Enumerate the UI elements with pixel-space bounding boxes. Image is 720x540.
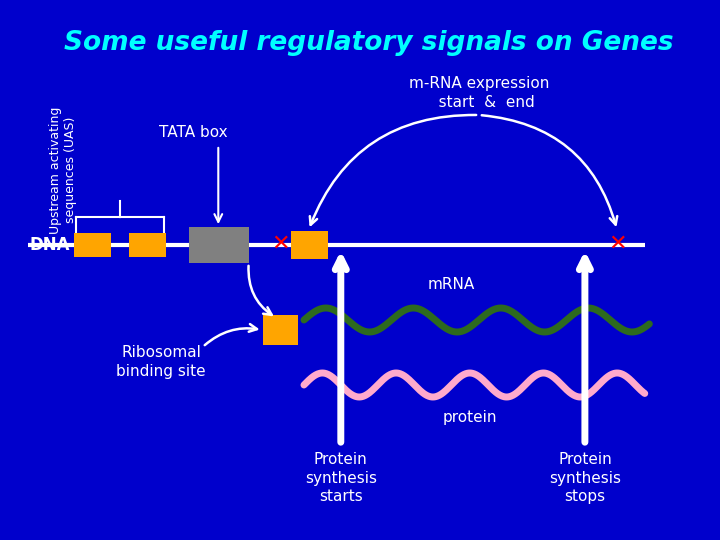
FancyBboxPatch shape — [129, 233, 166, 257]
Text: Protein
synthesis
stops: Protein synthesis stops — [549, 452, 621, 504]
Text: protein: protein — [443, 410, 497, 425]
Text: Protein
synthesis
starts: Protein synthesis starts — [305, 452, 377, 504]
Text: TATA box: TATA box — [159, 125, 228, 140]
Text: DNA: DNA — [30, 236, 70, 254]
Text: Some useful regulatory signals on Genes: Some useful regulatory signals on Genes — [63, 30, 673, 56]
Text: ✕: ✕ — [608, 234, 626, 254]
Text: mRNA: mRNA — [428, 277, 475, 292]
FancyBboxPatch shape — [263, 315, 297, 345]
FancyBboxPatch shape — [291, 231, 328, 259]
FancyBboxPatch shape — [73, 233, 111, 257]
FancyBboxPatch shape — [189, 227, 248, 263]
Text: Ribosomal
binding site: Ribosomal binding site — [117, 345, 206, 379]
Text: m-RNA expression
   start  &  end: m-RNA expression start & end — [409, 76, 549, 110]
Text: ✕: ✕ — [271, 234, 290, 254]
Text: Upstream activating
sequences (UAS): Upstream activating sequences (UAS) — [49, 106, 76, 234]
